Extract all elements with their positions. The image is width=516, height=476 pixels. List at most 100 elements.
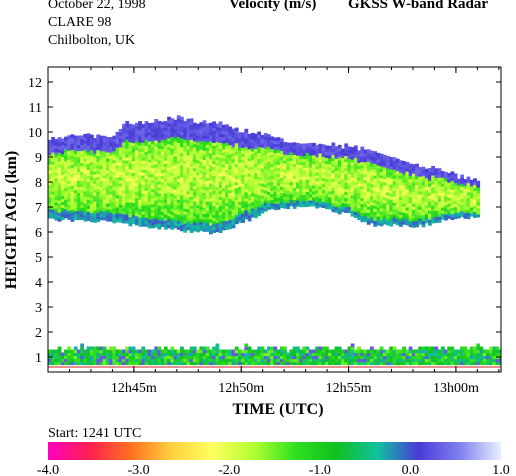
echo-cell [54, 175, 59, 179]
echo-cell [418, 200, 423, 204]
echo-cell [192, 155, 197, 160]
echo-cell [450, 361, 455, 366]
echo-cell [192, 206, 197, 211]
echo-cell [157, 123, 162, 128]
echo-cell [428, 183, 432, 187]
echo-cell [221, 358, 226, 363]
echo-cell [199, 164, 204, 168]
echo-cell [189, 214, 194, 218]
echo-cell [267, 140, 271, 144]
echo-cell [392, 211, 397, 215]
echo-cell [431, 219, 435, 224]
echo-cell [131, 202, 136, 207]
echo-cell [99, 195, 104, 200]
echo-cell [199, 185, 204, 189]
echo-cell [347, 176, 352, 181]
echo-cell [444, 352, 448, 357]
echo-cell [315, 156, 320, 161]
echo-cell [154, 122, 159, 126]
echo-cell [160, 208, 165, 213]
echo-cell [431, 207, 435, 212]
echo-cell [131, 346, 136, 351]
echo-cell [89, 167, 94, 172]
echo-cell [267, 179, 271, 183]
echo-cell [318, 182, 323, 187]
echo-cell [102, 171, 107, 176]
echo-cell [231, 128, 236, 133]
echo-cell [160, 190, 165, 195]
echo-cell [469, 358, 474, 363]
echo-cell [173, 200, 178, 205]
echo-cell [353, 361, 358, 366]
echo-cell [241, 213, 245, 217]
echo-cell [279, 150, 284, 154]
echo-cell [250, 135, 255, 140]
echo-cell [463, 203, 468, 207]
echo-cell [440, 201, 445, 205]
echo-cell [305, 149, 310, 153]
echo-cell [102, 156, 107, 161]
echo-cell [437, 358, 442, 363]
echo-cell [57, 361, 62, 366]
echo-cell [267, 203, 271, 207]
echo-cell [80, 174, 84, 178]
echo-cell [83, 140, 88, 144]
echo-cell [299, 352, 303, 357]
echo-cell [405, 161, 410, 166]
echo-cell [218, 148, 223, 152]
echo-cell [263, 142, 268, 146]
echo-cell [157, 358, 162, 363]
echo-cell [363, 185, 368, 190]
echo-cell [202, 159, 207, 163]
echo-cell [202, 198, 207, 202]
echo-cell [363, 161, 368, 166]
echo-cell [305, 152, 310, 156]
echo-cell [205, 213, 210, 217]
echo-cell [415, 355, 419, 360]
echo-cell [215, 210, 220, 215]
echo-cell [241, 159, 245, 163]
echo-cell [51, 161, 55, 165]
echo-cell [209, 194, 213, 199]
echo-cell [192, 215, 197, 220]
echo-cell [453, 179, 458, 184]
echo-cell [170, 349, 175, 354]
echo-cell [363, 191, 368, 196]
echo-cell [99, 210, 104, 215]
echo-cell [241, 141, 245, 145]
echo-cell [257, 188, 262, 193]
echo-cell [167, 128, 171, 133]
echo-cell [357, 216, 361, 220]
echo-cell [263, 172, 268, 176]
echo-cell [151, 349, 155, 354]
echo-cell [138, 208, 142, 212]
echo-cell [189, 199, 194, 203]
echo-cell [260, 352, 265, 357]
echo-cell [250, 361, 255, 366]
echo-cell [128, 201, 133, 206]
echo-cell [141, 133, 146, 137]
echo-cell [135, 197, 139, 202]
echo-cell [260, 153, 265, 157]
echo-cell [128, 147, 133, 152]
echo-cell [131, 196, 136, 201]
echo-cell [57, 158, 62, 162]
echo-cell [125, 154, 130, 158]
echo-cell [189, 151, 194, 155]
echo-cell [189, 349, 194, 354]
echo-cell [51, 188, 55, 192]
echo-cell [334, 200, 339, 204]
echo-cell [157, 183, 162, 188]
echo-cell [254, 172, 258, 177]
echo-cell [173, 203, 178, 208]
echo-cell [209, 200, 213, 205]
echo-cell [473, 346, 477, 351]
x-tick-label: 12h55m [326, 381, 372, 396]
echo-cell [131, 145, 136, 150]
echo-cell [279, 180, 284, 184]
echo-cell [457, 214, 461, 219]
echo-cell [341, 187, 345, 192]
echo-cell [202, 213, 207, 217]
echo-cell [225, 178, 229, 182]
colorbar-label: -4.0 [37, 463, 59, 476]
